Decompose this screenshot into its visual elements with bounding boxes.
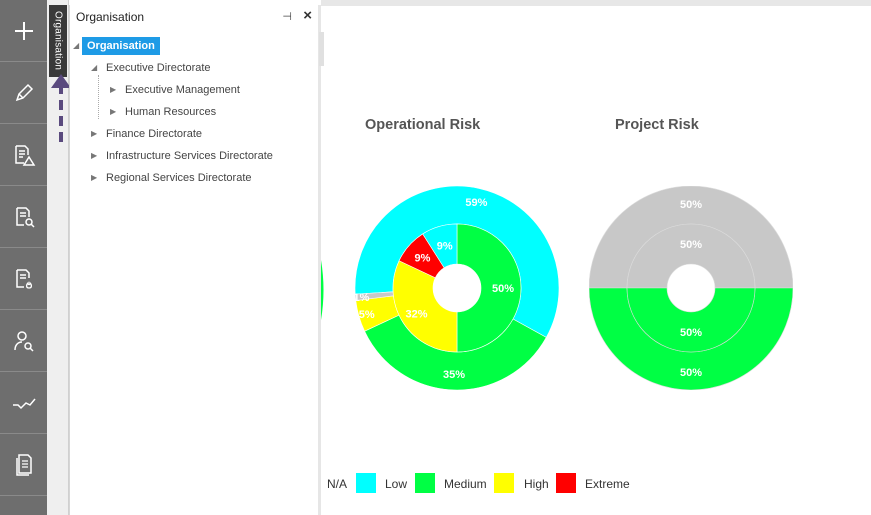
document-warning-icon — [14, 144, 35, 166]
tree-node-executive-management[interactable]: ▶ Executive Management — [110, 81, 240, 99]
slice-label: 50% — [680, 239, 702, 251]
slice-inner-medium[interactable] — [626, 287, 756, 353]
tree-node-executive-directorate[interactable]: ◢ Executive Directorate — [91, 59, 211, 77]
expand-triangle-icon[interactable]: ▶ — [91, 129, 98, 138]
legend-label-medium: Medium — [444, 477, 487, 491]
review-button[interactable] — [0, 186, 47, 248]
legend-swatch-high — [494, 473, 514, 493]
splitter[interactable] — [318, 5, 321, 515]
legend-swatch-low — [356, 473, 376, 493]
slice-inner-medium[interactable] — [456, 223, 522, 353]
tree-node-infrastructure-services[interactable]: ▶ Infrastructure Services Directorate — [91, 147, 273, 165]
slice-label: 32% — [405, 309, 427, 321]
legend-swatch-extreme — [556, 473, 576, 493]
scroll-handle[interactable] — [319, 32, 324, 66]
expand-triangle-icon[interactable]: ▶ — [110, 107, 117, 116]
trend-button[interactable] — [0, 372, 47, 434]
panel-title: Organisation — [76, 10, 145, 24]
tree-node-regional-services[interactable]: ▶ Regional Services Directorate — [91, 169, 252, 187]
legend-label-high: High — [524, 477, 549, 491]
project-risk-title: Project Risk — [615, 117, 699, 133]
slice-label: 9% — [437, 241, 453, 253]
pin-icon[interactable]: ⊣ — [282, 11, 292, 23]
legend-label-low: Low — [385, 477, 408, 491]
organisation-panel: Organisation ⊣ × ◢ Organisation ◢ Execut… — [69, 5, 319, 515]
partial-chart-edge — [321, 260, 324, 320]
tree-root-label: Organisation — [82, 37, 160, 55]
project-risk-chart: 50% 50% 50% 50% — [589, 186, 793, 390]
document-fire-icon — [15, 268, 32, 289]
slice-label: 9% — [415, 253, 431, 265]
user-search-icon — [13, 330, 34, 352]
expand-triangle-icon[interactable]: ▶ — [91, 151, 98, 160]
pencil-icon — [15, 83, 33, 101]
panel-header: Organisation ⊣ × — [70, 5, 318, 29]
close-icon[interactable]: × — [303, 7, 312, 24]
legend-swatch-medium — [415, 473, 435, 493]
slice-inner-high[interactable] — [392, 260, 458, 353]
tree-node-label: Executive Directorate — [106, 62, 211, 74]
tree-node-label: Infrastructure Services Directorate — [106, 150, 273, 162]
slice-label: 50% — [680, 327, 702, 339]
collapse-triangle-icon[interactable]: ◢ — [73, 41, 80, 50]
tree-root[interactable]: ◢ Organisation — [73, 37, 160, 55]
slice-label: 50% — [492, 283, 514, 295]
tree-node-label: Human Resources — [125, 106, 217, 118]
collapse-triangle-icon[interactable]: ◢ — [91, 63, 98, 72]
document-search-icon — [15, 206, 35, 228]
people-search-button[interactable] — [0, 310, 47, 372]
operational-risk-title: Operational Risk — [365, 117, 481, 133]
incident-button[interactable] — [0, 248, 47, 310]
slice-label: 35% — [443, 369, 465, 381]
tree-node-label: Executive Management — [125, 84, 240, 96]
slice-inner-low[interactable] — [422, 223, 458, 269]
slice-label: 59% — [465, 197, 487, 209]
tree-node-label: Regional Services Directorate — [106, 172, 252, 184]
expand-triangle-icon[interactable]: ▶ — [91, 173, 98, 182]
slice-label: 50% — [680, 367, 702, 379]
slice-label: 50% — [680, 199, 702, 211]
risk-register-button[interactable] — [0, 124, 47, 186]
organisation-vertical-tab[interactable]: Organisation — [49, 5, 67, 77]
operational-risk-chart: 59% 35% 5% 1% 50% 32% 9% 9% — [355, 186, 559, 390]
vertical-tab-strip — [47, 0, 69, 515]
edit-button[interactable] — [0, 62, 47, 124]
tree-node-label: Finance Directorate — [106, 128, 202, 140]
chart-legend: N/A Low Medium High Extreme — [327, 473, 647, 495]
legend-label-na: N/A — [327, 477, 348, 491]
tree-guide-line — [98, 75, 99, 119]
slice-label: 5% — [359, 309, 375, 321]
trend-icon — [12, 398, 36, 409]
plus-icon — [14, 21, 33, 40]
expand-triangle-icon[interactable]: ▶ — [110, 85, 117, 94]
documents-icon — [15, 453, 32, 476]
legend-label-extreme: Extreme — [585, 477, 630, 491]
tree-node-human-resources[interactable]: ▶ Human Resources — [110, 103, 216, 121]
vertical-tab-label: Organisation — [52, 11, 64, 71]
top-border — [321, 0, 871, 6]
reports-button[interactable] — [0, 434, 47, 496]
left-toolbar — [0, 0, 47, 515]
slice-label: 1% — [355, 292, 370, 304]
add-button[interactable] — [0, 0, 47, 62]
tree-node-finance-directorate[interactable]: ▶ Finance Directorate — [91, 125, 202, 143]
slice-inner-na[interactable] — [626, 223, 756, 289]
